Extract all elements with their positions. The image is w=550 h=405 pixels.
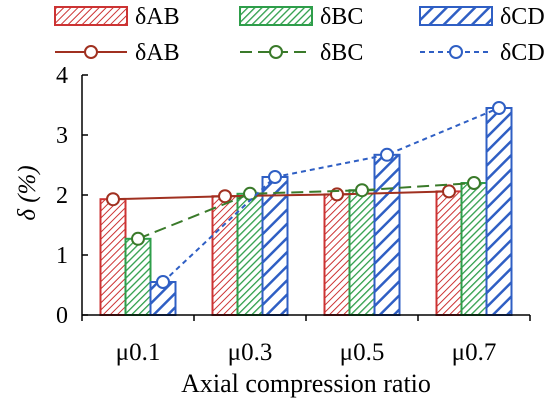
axes: 0 1 2 3 4 μ0.1 μ0.3 μ0.5 μ0.7: [56, 63, 531, 366]
bar-δBC-μ0.3: [236, 192, 264, 316]
bar-δAB-μ0.5: [323, 193, 351, 316]
y-tick-label: 4: [56, 63, 68, 89]
point-δAB-μ0.1: [106, 192, 120, 207]
bars: [99, 107, 513, 316]
y-tick-label: 3: [56, 123, 68, 149]
point-δBC-μ0.1: [131, 231, 145, 246]
bar-δAB-μ0.7: [435, 190, 463, 316]
legend-marker-δAB: [84, 45, 98, 59]
y-tick-label: 1: [56, 243, 68, 269]
point-δAB-μ0.3: [218, 189, 232, 204]
legend-swatch-bar-δBC: [239, 6, 313, 26]
legend-label-bar-δBC: δBC: [320, 4, 363, 30]
bar-δCD-μ0.5: [373, 153, 401, 316]
y-tick-label: 2: [56, 183, 68, 209]
legend: δAB δBC δCD δAB δBC δCD: [54, 4, 545, 66]
bar-δAB-μ0.3: [211, 195, 239, 316]
legend-swatch-bar-δCD: [419, 6, 493, 26]
x-axis-title: Axial compression ratio: [181, 369, 431, 398]
line-δBC: [137, 182, 475, 240]
y-tick-label: 0: [56, 303, 68, 329]
legend-swatch-bar-δAB: [54, 6, 128, 26]
point-δCD-μ0.7: [492, 101, 506, 115]
legend-label-line-δCD: δCD: [500, 40, 545, 66]
point-δBC-μ0.3: [243, 186, 257, 201]
legend-marker-δBC: [269, 45, 283, 59]
bar-δBC-μ0.7: [460, 182, 488, 316]
x-tick-label: μ0.5: [340, 339, 385, 366]
y-axis-title: δ (%): [14, 165, 41, 220]
lines: [106, 101, 506, 289]
bar-δBC-μ0.1: [124, 237, 152, 316]
line-δAB: [112, 190, 450, 201]
point-δCD-μ0.3: [268, 170, 282, 184]
x-tick-label: μ0.1: [116, 339, 161, 366]
point-δBC-μ0.7: [467, 176, 481, 190]
bar-δBC-μ0.5: [348, 189, 376, 316]
bar-δCD-μ0.7: [485, 107, 513, 316]
point-δCD-μ0.1: [156, 275, 170, 289]
x-tick-label: μ0.3: [228, 339, 273, 366]
legend-marker-δCD: [449, 45, 463, 59]
point-δBC-μ0.5: [355, 183, 369, 198]
point-δCD-μ0.5: [380, 147, 394, 162]
bar-δCD-μ0.3: [261, 176, 289, 316]
legend-label-line-δAB: δAB: [135, 40, 180, 66]
bar-δAB-μ0.1: [99, 198, 127, 316]
line-δCD: [162, 107, 500, 283]
x-tick-label: μ0.7: [452, 339, 497, 366]
legend-label-line-δBC: δBC: [320, 40, 363, 66]
legend-label-bar-δAB: δAB: [135, 4, 180, 30]
legend-label-bar-δCD: δCD: [500, 4, 545, 30]
point-δAB-μ0.7: [442, 184, 456, 199]
